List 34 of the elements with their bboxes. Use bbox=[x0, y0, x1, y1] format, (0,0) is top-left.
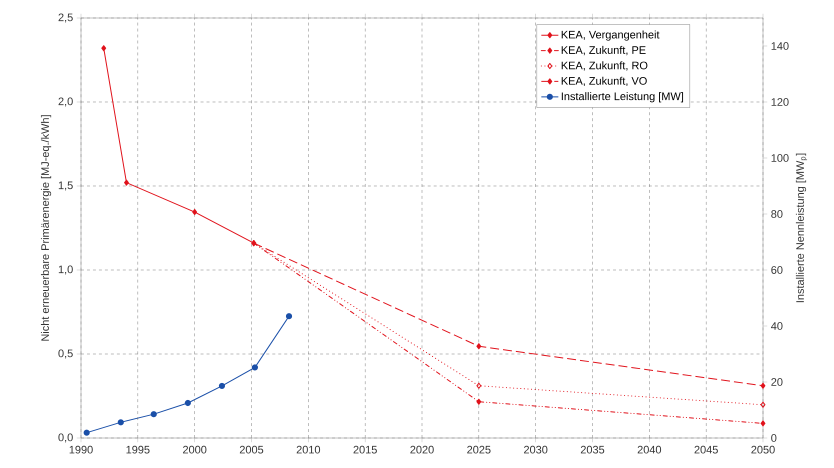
y-tick-label: 0,5 bbox=[58, 349, 73, 359]
y2-tick-label: 100 bbox=[772, 154, 789, 162]
y2-tick-label: 40 bbox=[771, 322, 783, 330]
x-tick-label: 1990 bbox=[70, 446, 93, 454]
x-tick-label: 2045 bbox=[694, 446, 718, 454]
y-tick-label: 2,5 bbox=[58, 13, 73, 23]
y2-tick-label: 60 bbox=[771, 266, 783, 274]
legend-label: KEA, Zukunft, PE bbox=[562, 46, 646, 56]
x-tick-label: 2015 bbox=[354, 446, 377, 454]
y2-tick-label: 0 bbox=[771, 434, 776, 442]
y2-tick-label: 80 bbox=[771, 210, 783, 218]
x-tick-label: 2025 bbox=[467, 446, 491, 454]
x-tick-label: 2050 bbox=[751, 446, 775, 454]
legend-label: KEA, Vergangenheit bbox=[562, 30, 660, 41]
x-tick-label: 2040 bbox=[638, 446, 662, 454]
y-tick-label: 1,0 bbox=[58, 265, 73, 275]
y-tick-label: 1,5 bbox=[58, 182, 73, 190]
y2-tick-label: 140 bbox=[772, 42, 789, 50]
x-tick-label: 2030 bbox=[524, 446, 548, 454]
y2-tick-label: 20 bbox=[771, 378, 783, 386]
x-tick-label: 2035 bbox=[580, 446, 604, 454]
x-tick-label: 1995 bbox=[126, 446, 150, 454]
x-tick-label: 2020 bbox=[410, 446, 434, 454]
y-tick-label: 2,0 bbox=[58, 97, 73, 107]
y2-axis-title: Installierte Nennleistung [MW$_{p}$] bbox=[796, 154, 808, 302]
x-tick-label: 2005 bbox=[240, 446, 264, 454]
y-axis-title: Nicht erneuerbare Primärenergie [MJ-eq./kWh] bbox=[40, 115, 52, 341]
x-tick-label: 2000 bbox=[183, 446, 206, 454]
y-tick-label: 0,0 bbox=[58, 433, 73, 443]
legend-label: KEA, Zukunft, RO bbox=[562, 61, 648, 71]
y2-tick-label: 120 bbox=[772, 98, 789, 106]
x-tick-label: 2010 bbox=[296, 446, 320, 454]
legend-label: KEA, Zukunft, VO bbox=[562, 76, 647, 86]
legend-label: Installierte Leistung [MW] bbox=[562, 92, 684, 102]
